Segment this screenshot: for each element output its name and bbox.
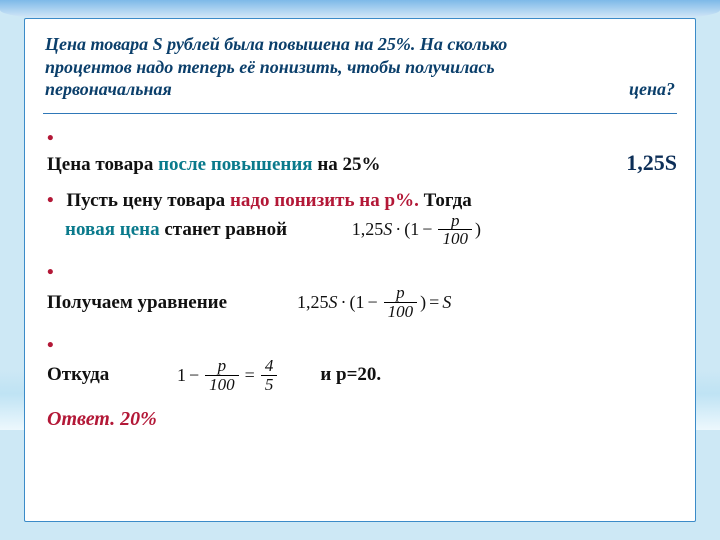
f1-dot: · <box>395 219 401 240</box>
f1-close: ) <box>475 219 481 240</box>
f2-eq: = <box>429 292 439 313</box>
f2-S: S <box>329 292 338 313</box>
f3-n2: 4 <box>261 357 278 376</box>
f2-dot: · <box>341 292 347 313</box>
formula-2: 1,25S · (1 − p 100 ) = S <box>297 284 451 321</box>
f3-frac1: p 100 <box>205 357 239 394</box>
step-4: Откуда 1 − p 100 = 4 5 и p=20. <box>47 335 677 394</box>
f2-lead: 1,25 <box>297 292 329 313</box>
problem-line-1: Цена товара S рублей была повышена на 25… <box>45 33 675 56</box>
f2-frac: p 100 <box>384 284 418 321</box>
step1-post: на 25% <box>313 154 381 175</box>
step-3: Получаем уравнение 1,25S · (1 − p 100 ) … <box>47 262 677 321</box>
s2-l2: новая цена станет равной 1,25S · (1 − p … <box>65 219 481 240</box>
step1-value: 1,25S <box>626 150 677 176</box>
f1-den: 100 <box>438 230 472 248</box>
s4-label: Откуда <box>47 364 147 386</box>
problem-statement: Цена товара S рублей была повышена на 25… <box>43 29 677 114</box>
answer: Ответ. 20% <box>43 408 677 431</box>
step1-pre: Цена товара <box>47 154 158 175</box>
f3-one: 1 <box>177 365 186 386</box>
answer-value: 20% <box>120 408 157 430</box>
s2-l1-hl: надо понизить на p%. <box>230 190 419 211</box>
f1-minus: − <box>422 219 432 240</box>
f1-frac: p 100 <box>438 212 472 249</box>
f2-minus: − <box>368 292 378 313</box>
f1-S: S <box>383 219 392 240</box>
f3-minus: − <box>189 365 199 386</box>
f2-S2: S <box>442 292 451 313</box>
f1-open: (1 <box>404 219 419 240</box>
s2-l2-post: станет равной <box>160 219 287 240</box>
step1-text: Цена товара после повышения на 25% <box>47 154 381 176</box>
solution-list: Цена товара после повышения на 25% 1,25S… <box>43 128 677 394</box>
slide-card: Цена товара S рублей была повышена на 25… <box>24 18 696 522</box>
problem-line-2: процентов надо теперь её понизить, чтобы… <box>45 56 675 79</box>
s2-l2-hl: новая цена <box>65 219 160 240</box>
f3-d2: 5 <box>261 376 278 394</box>
f2-close: ) <box>420 292 426 313</box>
f2-num: p <box>384 284 418 303</box>
s4-mid: и p=20. <box>320 364 381 386</box>
formula-1: 1,25S · (1 − p 100 ) <box>352 212 481 249</box>
f2-den: 100 <box>384 303 418 321</box>
step-1: Цена товара после повышения на 25% 1,25S <box>47 128 677 176</box>
s2-l1-pre: Пусть цену товара <box>66 190 230 211</box>
f3-eq: = <box>245 365 255 386</box>
answer-label: Ответ. <box>47 408 115 430</box>
s3-label: Получаем уравнение <box>47 292 277 314</box>
problem-l3a: первоначальная <box>45 78 172 101</box>
f1-lead: 1,25 <box>352 219 384 240</box>
f3-frac2: 4 5 <box>261 357 278 394</box>
f3-n1: p <box>205 357 239 376</box>
f1-num: p <box>438 212 472 231</box>
s2-l1-post: Тогда <box>419 190 472 211</box>
f2-open: (1 <box>350 292 365 313</box>
problem-l3b: цена? <box>629 78 675 101</box>
f3-d1: 100 <box>205 376 239 394</box>
step-2: Пусть цену товара надо понизить на p%. Т… <box>47 190 677 249</box>
step1-hl: после повышения <box>158 154 312 175</box>
formula-3: 1 − p 100 = 4 5 <box>177 357 280 394</box>
problem-line-3: первоначальная цена? <box>45 78 675 101</box>
